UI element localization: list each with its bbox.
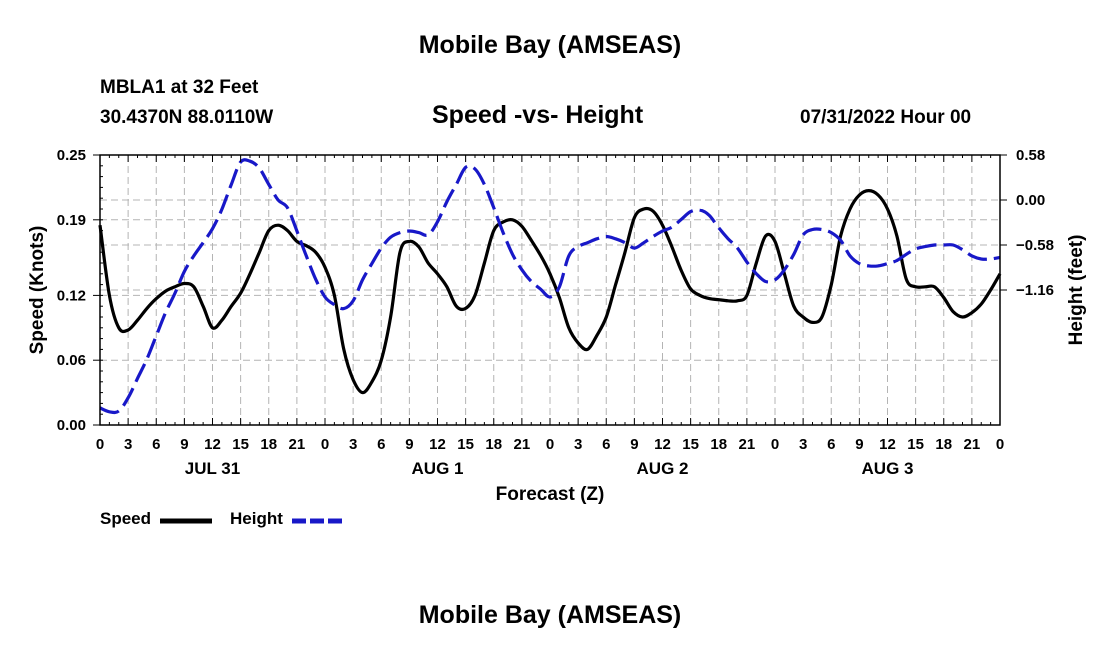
legend-height-swatch [292,518,342,524]
y-left-tick-label: 0.19 [57,212,86,229]
footer-chart-title: Mobile Bay (AMSEAS) [418,601,682,629]
y-left-tick-label: 0.06 [57,352,86,369]
x-tick-label: 18 [260,436,277,453]
day-label: JUL 31 [185,459,240,478]
x-tick-label: 0 [96,436,104,453]
x-tick-label: 6 [377,436,385,453]
y-left-tick-label: 0.12 [57,287,86,304]
x-tick-label: 9 [630,436,638,453]
x-tick-label: 15 [457,436,474,453]
x-tick-label: 6 [602,436,610,453]
series-line-speed [98,189,1002,395]
y-right-tick-label: 0.00 [1016,192,1045,209]
x-tick-label: 18 [710,436,727,453]
x-tick-label: 9 [405,436,413,453]
legend-height-item: Height [230,509,283,529]
x-tick-label: 0 [321,436,329,453]
x-tick-label: 0 [996,436,1004,453]
y-right-tick-label: −1.16 [1016,282,1054,299]
x-tick-label: 0 [771,436,779,453]
y-right-tick-label: −0.58 [1016,237,1054,254]
day-label: AUG 3 [862,459,914,478]
x-tick-label: 6 [827,436,835,453]
y-left-tick-label: 0.00 [57,417,86,434]
x-tick-label: 18 [485,436,502,453]
x-tick-label: 0 [546,436,554,453]
x-tick-label: 9 [180,436,188,453]
x-axis-label: Forecast (Z) [496,484,605,505]
x-tick-label: 21 [514,436,531,453]
y-axis-right-label: Height (feet) [1066,235,1087,346]
chart-subtitle: Speed -vs- Height [432,101,644,129]
x-tick-label: 3 [799,436,807,453]
x-tick-label: 21 [289,436,306,453]
legend: Speed [100,509,151,529]
chart-title: Mobile Bay (AMSEAS) [418,31,682,59]
x-tick-label: 21 [964,436,981,453]
day-label: AUG 2 [637,459,689,478]
y-axis-left-label: Speed (Knots) [27,226,48,355]
series-layer [98,158,1002,415]
coordinates-label: 30.4370N 88.0110W [100,107,274,128]
day-label: AUG 1 [412,459,464,478]
axes-layer: 0 3 6 9 12 15 18 21 0 3 6 9 12 15 18 21 0 3 6 9 12 15 18 21 0 3 6 9… [57,147,1054,478]
x-tick-label: 12 [879,436,896,453]
x-tick-label: 3 [574,436,582,453]
forecast-datetime: 07/31/2022 Hour 00 [800,107,972,128]
series-line-height [99,158,1001,415]
x-tick-label: 21 [739,436,756,453]
x-tick-label: 18 [935,436,952,453]
x-tick-label: 12 [654,436,671,453]
y-left-tick-label: 0.25 [57,147,86,164]
chart-grid [100,154,1000,425]
x-tick-label: 3 [124,436,132,453]
x-tick-label: 12 [429,436,446,453]
speed-height-chart: 0 3 6 9 12 15 18 21 0 3 6 9 12 15 18 21 0 3 6 9 12 15 18 21 0 3 6 9… [27,147,1087,505]
x-tick-label: 15 [232,436,249,453]
x-tick-label: 3 [349,436,357,453]
x-tick-label: 9 [855,436,863,453]
legend-height-label: Height [230,509,283,528]
x-tick-label: 6 [152,436,160,453]
legend-speed-label: Speed [100,509,152,528]
y-right-tick-label: 0.58 [1016,147,1045,164]
legend-speed-swatch [160,518,212,524]
x-tick-label: 15 [907,436,924,453]
x-tick-label: 12 [204,436,221,453]
x-tick-label: 15 [682,436,699,453]
station-label: MBLA1 at 32 Feet [100,77,259,98]
